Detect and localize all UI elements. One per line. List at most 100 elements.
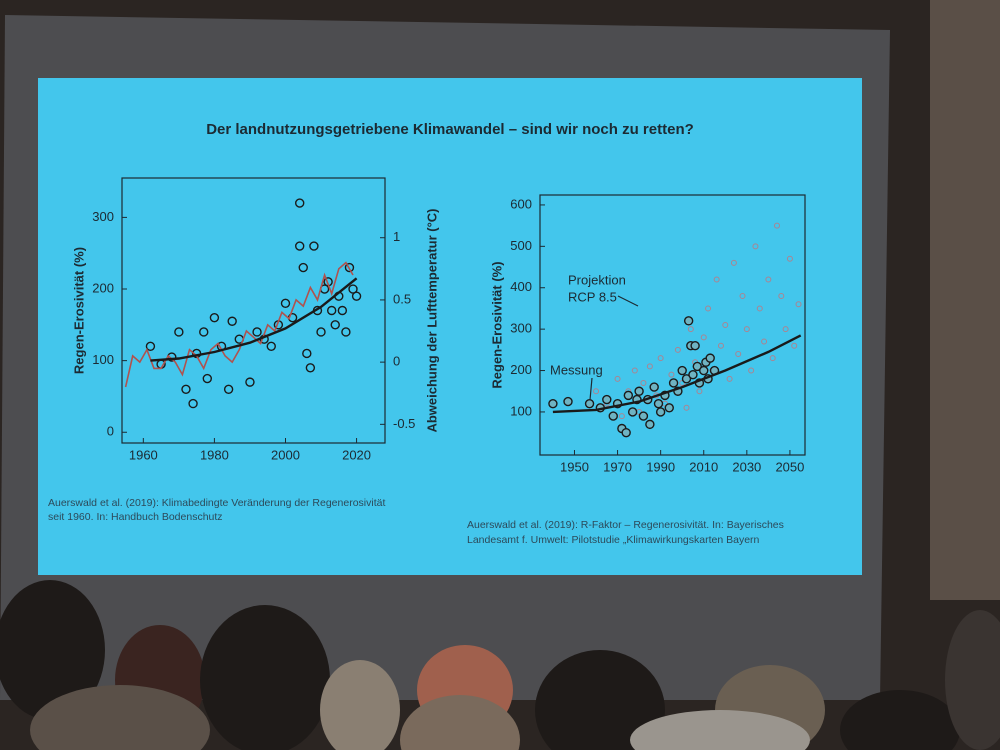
x-tick-label: 1980 <box>200 447 229 462</box>
x-tick-label: 2000 <box>271 447 300 462</box>
data-point <box>245 377 255 387</box>
y-tick-label: 100 <box>510 403 532 418</box>
slide <box>38 78 862 575</box>
data-point <box>584 398 595 409</box>
projection-point <box>713 276 720 283</box>
data-point <box>638 411 649 421</box>
annotation-arrow <box>589 377 593 401</box>
data-point <box>608 411 618 421</box>
data-point <box>668 378 679 388</box>
projection-point <box>773 222 780 229</box>
data-point <box>145 341 156 352</box>
projection-point <box>782 326 789 333</box>
data-point <box>688 369 698 380</box>
projection-point <box>687 326 694 333</box>
projection-point <box>700 334 707 341</box>
projection-point <box>683 404 690 411</box>
annotation: Messung <box>550 362 603 377</box>
projection-point <box>674 346 681 353</box>
x-tick-label: 2030 <box>732 459 761 474</box>
data-point <box>326 305 337 316</box>
projection-point <box>795 301 802 308</box>
x-tick-label: 1970 <box>603 459 632 474</box>
y-tick-label: 100 <box>92 352 114 367</box>
y2-axis-label: Abweichung der Lufttemperatur (°C) <box>424 208 439 432</box>
data-point <box>344 262 355 273</box>
data-point <box>295 198 305 208</box>
y-tick-label: 200 <box>510 362 532 377</box>
data-point <box>295 241 305 251</box>
data-point <box>348 284 358 294</box>
citation: Auerswald et al. (2019): Klimabedingte V… <box>48 497 385 509</box>
projection-point <box>748 367 755 374</box>
data-point <box>653 398 664 409</box>
projection-point <box>786 255 793 262</box>
series-line <box>552 334 802 414</box>
series-line <box>150 277 358 362</box>
citation: seit 1960. In: Handbuch Bodenschutz <box>48 511 223 523</box>
data-point <box>681 374 692 384</box>
series-line <box>124 261 354 388</box>
data-point <box>298 262 308 273</box>
x-tick-label: 2010 <box>689 459 718 474</box>
annotation: Projektion <box>568 272 626 287</box>
projection-point <box>743 326 750 333</box>
data-point <box>351 291 362 301</box>
projection-point <box>614 375 621 382</box>
plot-frame <box>121 177 386 444</box>
data-point <box>305 363 316 373</box>
y-tick-label: 300 <box>92 209 114 224</box>
projection-point <box>696 388 703 395</box>
data-point <box>280 298 291 309</box>
projection-point <box>657 355 664 362</box>
y-tick-label: 400 <box>510 279 532 294</box>
citation: Landesamt f. Umwelt: Pilotstudie „Klimaw… <box>467 534 760 546</box>
audience <box>0 580 1000 750</box>
x-tick-label: 1960 <box>129 447 158 462</box>
data-point <box>683 316 694 326</box>
y-tick-label: 0 <box>107 424 114 439</box>
projection-point <box>640 379 647 386</box>
projection-point <box>752 243 759 250</box>
x-tick-label: 1950 <box>560 459 589 474</box>
data-point <box>655 407 666 417</box>
data-point <box>690 341 700 351</box>
y2-tick-label: 1 <box>393 229 400 244</box>
data-point <box>174 327 184 337</box>
y2-tick-label: 0 <box>393 354 400 369</box>
y-tick-label: 600 <box>510 196 532 211</box>
y-tick-label: 300 <box>510 321 532 336</box>
projection-point <box>646 363 653 370</box>
y-tick-label: 500 <box>510 238 532 253</box>
data-point <box>699 365 709 376</box>
projection-point <box>791 342 798 349</box>
data-point <box>337 305 348 316</box>
projection-point <box>668 371 675 378</box>
data-point <box>602 394 612 405</box>
projection-point <box>726 375 733 382</box>
projection-point <box>705 305 712 312</box>
data-point <box>316 327 326 337</box>
projection-point <box>730 259 737 266</box>
data-point <box>634 386 644 396</box>
data-point <box>563 396 573 407</box>
wall <box>930 0 1000 600</box>
projection-point <box>778 293 785 300</box>
x-tick-label: 1990 <box>646 459 675 474</box>
projection-point <box>739 293 746 300</box>
data-point <box>302 348 312 359</box>
x-tick-label: 2050 <box>775 459 804 474</box>
projection-point <box>765 276 772 283</box>
data-point <box>692 361 702 372</box>
projection-point <box>722 322 729 328</box>
data-point <box>341 327 351 337</box>
y-axis-label: Regen-Erosivität (%) <box>71 247 86 374</box>
data-point <box>252 327 262 337</box>
data-point <box>266 341 276 352</box>
projection-point <box>631 367 638 374</box>
data-point <box>209 312 220 323</box>
projection-point <box>761 338 768 345</box>
projection-point <box>769 355 776 362</box>
